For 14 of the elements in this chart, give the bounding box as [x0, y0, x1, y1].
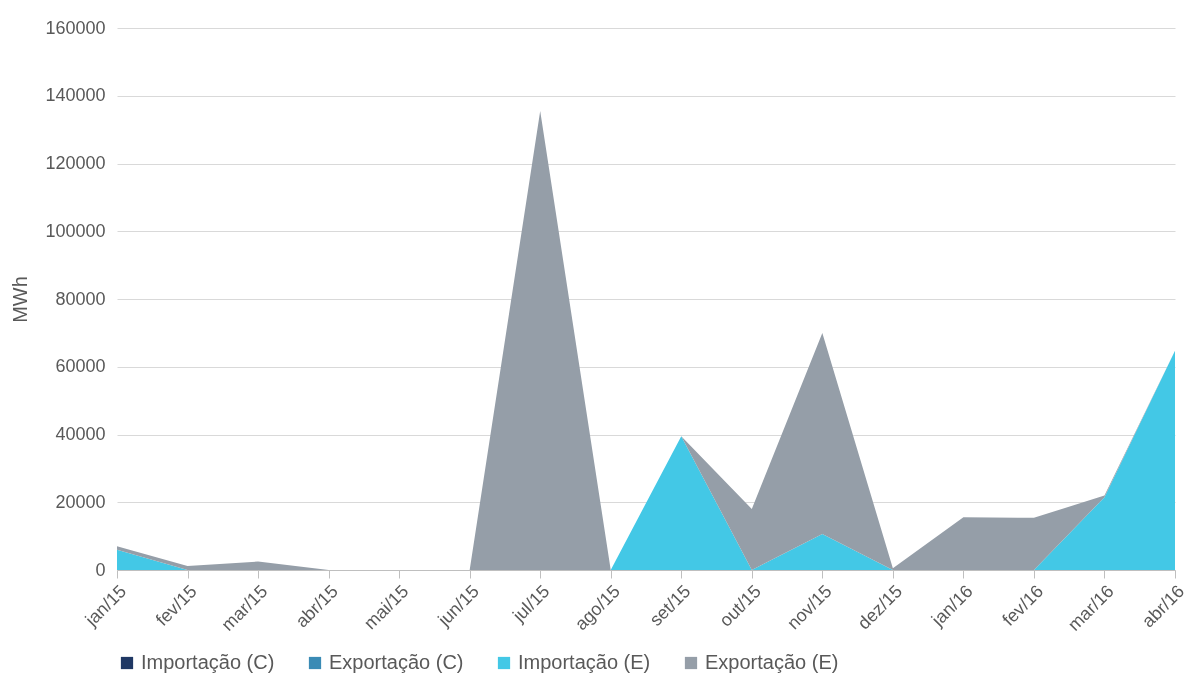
y-tick-label: 60000: [55, 356, 106, 377]
y-tick-label: 40000: [55, 424, 106, 444]
y-tick-label: 100000: [45, 220, 106, 241]
legend-label: Exportação (C): [329, 651, 464, 673]
y-axis-title: MWh: [9, 276, 32, 323]
legend-label: Importação (C): [141, 651, 275, 673]
legend-label: Exportação (E): [705, 651, 839, 673]
y-tick-label: 80000: [55, 288, 106, 309]
legend-label: Importação (E): [518, 651, 651, 673]
y-tick-label: 160000: [45, 17, 106, 38]
y-tick-label: 140000: [45, 85, 106, 106]
y-tick-label: 0: [95, 559, 106, 580]
y-tick-label: 20000: [55, 491, 106, 512]
y-tick-label: 120000: [45, 153, 106, 173]
